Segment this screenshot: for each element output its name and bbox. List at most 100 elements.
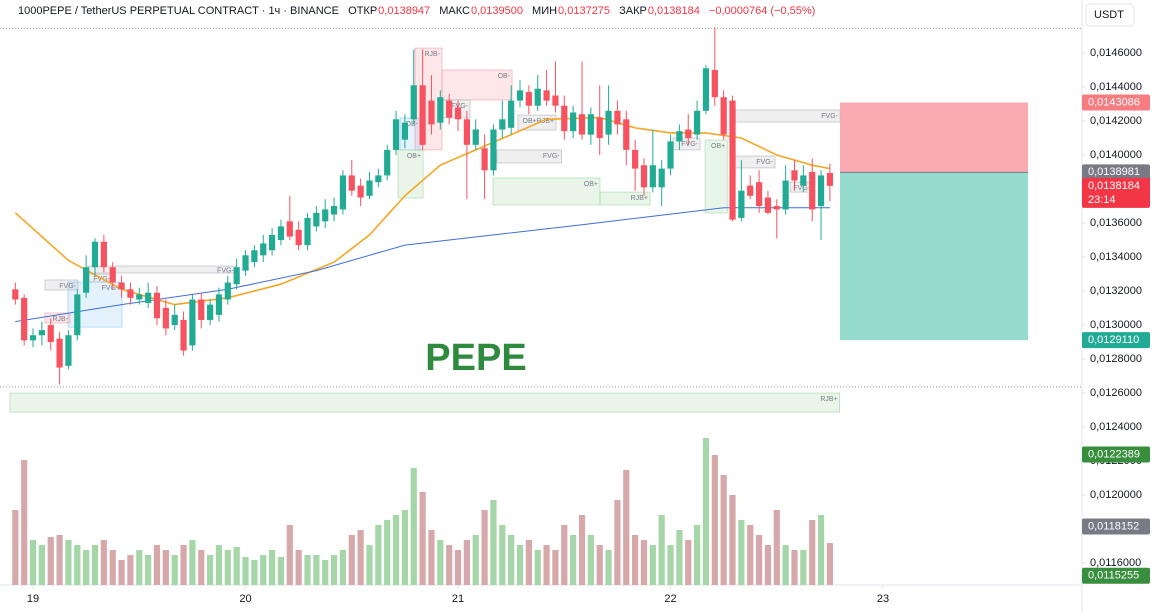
volume-bar [392,515,400,585]
price-badge [1082,164,1150,181]
candle-body [490,129,497,171]
x-tick-label: 22 [664,593,676,605]
candle-body [508,100,515,128]
candle-body [136,294,143,300]
volume-bar [516,545,524,585]
zone-label: FVG- [451,103,468,110]
candle-body [410,85,417,120]
volume-bar [29,540,37,585]
candle-body [339,175,347,210]
price-badge [1082,446,1150,463]
candle-body [224,282,231,300]
volume-bar [260,555,267,585]
field-value: 0,0139500 [470,5,523,17]
y-tick-label: 0,0120000 [1090,489,1142,501]
zone [44,279,79,291]
volume-bar [233,547,240,585]
candle-body [454,107,462,120]
header: 1000PEPE / TetherUS PERPETUAL CONTRACT ·… [18,5,821,17]
volume-bar [12,510,19,585]
price-badge [1082,94,1150,111]
zone-label: OB- [498,73,511,80]
volume-bar [180,545,187,585]
candle-body [12,289,19,300]
candle-body [56,338,63,368]
volume-bar [145,555,152,585]
candle-body [729,100,736,220]
volume-bar [207,555,214,585]
volume-bar [339,550,347,585]
candle-body [313,212,320,227]
volume-bar [295,550,302,585]
volume-bar [685,540,692,585]
candle-body [685,129,692,139]
candle-body [384,149,391,176]
y-tick-label: 0,0144000 [1090,81,1142,93]
volume-bar [330,555,338,585]
candle-body [720,97,727,135]
candle-body [658,168,665,188]
volume-bar [268,550,276,585]
zone-label: FVG- [217,267,234,274]
volume-bar [189,540,196,585]
x-tick-label: 19 [27,593,39,605]
volume-bar [817,515,825,585]
candle-body [322,209,329,222]
candle-body [614,110,621,125]
change: −0,0000764 (−0,55%) [708,5,816,17]
volume-bar [242,557,249,585]
candle-body [605,110,612,135]
volume-bar [74,545,81,585]
candle-body [481,148,488,171]
volume-bar [596,545,603,585]
candle-body [738,190,745,218]
candle-body [198,299,205,320]
candle-body [242,255,249,271]
candle-body [800,175,807,186]
volume-bar [118,560,125,585]
candle-body [38,330,45,336]
zone-label: FVG- [681,141,698,148]
candle-body [667,141,674,169]
candle-body [29,335,37,341]
candle-body [375,175,382,183]
candle-body [755,182,763,207]
zone-label: RJB- [52,316,68,323]
volume-bar [702,438,710,585]
candle-body [676,131,683,142]
zone [704,139,728,214]
currency-button[interactable] [1085,3,1135,27]
candle-body [215,294,223,315]
volume-bar [755,535,763,585]
volume-bar [472,535,479,585]
volume-bar [729,495,736,585]
candle-body [295,229,302,246]
volume-bar [782,545,789,585]
candle-body [277,226,285,241]
candle-body [711,69,718,98]
zone-label: OB- [406,121,419,128]
volume-bar [277,557,285,585]
volume-bar [570,535,577,585]
volume-bar [720,475,727,585]
volume-bar [286,525,293,585]
candle-body [747,185,754,196]
candle-body [251,250,258,263]
y-tick-label: 0,0128000 [1090,353,1142,365]
candle-body [180,319,187,351]
currency[interactable]: USDT [1094,9,1124,21]
field-name: ОТКР [348,5,378,17]
candle-body [47,325,54,343]
candle-body [437,97,444,123]
candle-body [268,234,276,251]
volume-bar [826,543,834,585]
candle-body [366,180,373,196]
volume-bar [357,530,364,585]
candle-body [145,292,152,303]
volume-bar [322,560,329,585]
candle-body [189,299,196,346]
candle-body [357,185,364,198]
volume-bar [428,530,435,585]
candle-body [286,221,293,237]
volume-bar [401,510,409,585]
